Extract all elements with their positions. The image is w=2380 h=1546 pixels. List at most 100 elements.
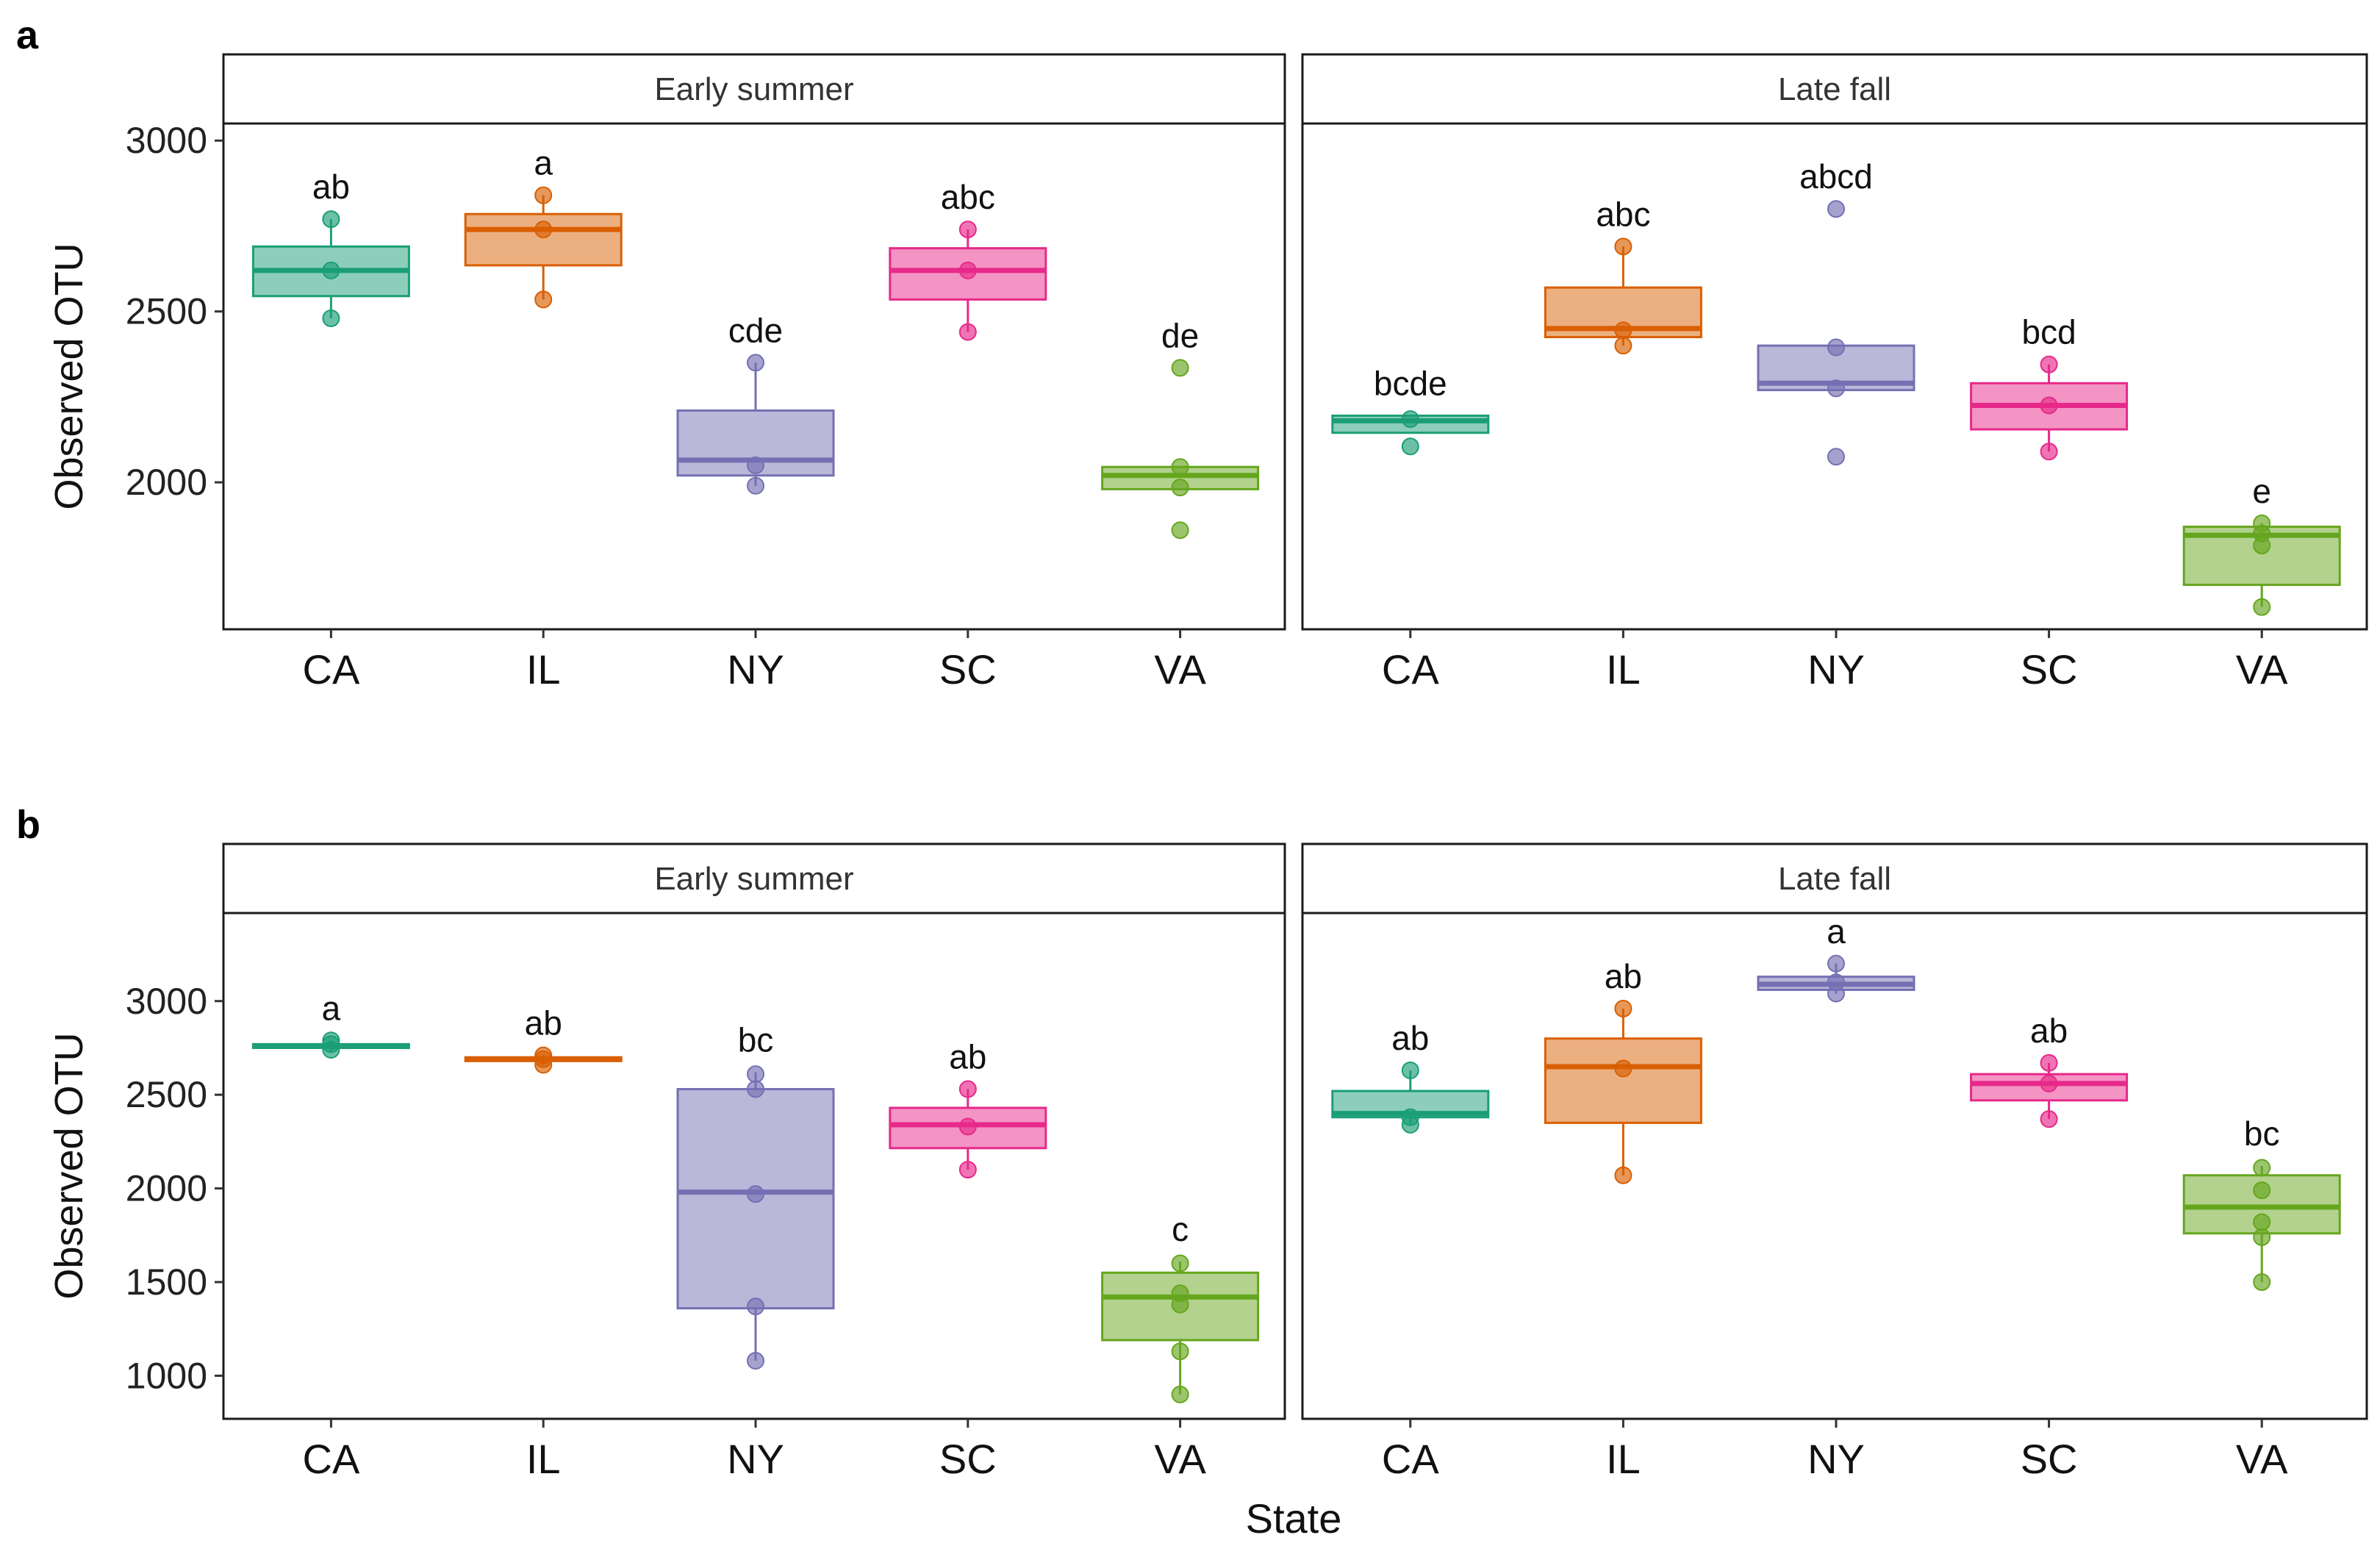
data-point <box>2040 443 2058 461</box>
data-point <box>1171 359 1189 377</box>
data-point <box>1614 237 1632 256</box>
facet-strip-title: Late fall <box>1778 71 1891 107</box>
data-point <box>1401 410 1419 429</box>
x-tick-label: VA <box>2236 646 2288 693</box>
box-group-il: IL ab <box>1544 957 1702 1482</box>
x-tick-label: CA <box>1382 646 1439 693</box>
significance-letters: ab <box>1605 957 1642 995</box>
x-tick-label: IL <box>526 646 561 693</box>
y-tick-label: 1000 <box>126 1355 207 1396</box>
data-point <box>1827 448 1845 466</box>
box-group-il: IL abc <box>1544 195 1702 693</box>
significance-letters: a <box>1827 912 1846 951</box>
box-group-sc: SC abc <box>889 178 1047 693</box>
facet-strip-title: Late fall <box>1778 861 1891 897</box>
box-group-va: VA bc <box>2182 1114 2341 1482</box>
data-point <box>1171 1284 1189 1303</box>
data-point <box>1614 321 1632 340</box>
box-group-il: IL a <box>464 144 623 693</box>
x-tick-label: NY <box>1807 1436 1865 1482</box>
box-group-va: VA c <box>1101 1210 1260 1482</box>
box-group-sc: SC ab <box>889 1038 1047 1482</box>
facet-strip-title: Early summer <box>654 71 853 107</box>
data-point <box>2253 1159 2271 1177</box>
facet-strip <box>222 53 1286 125</box>
significance-letters: cde <box>728 311 783 349</box>
x-tick-label: SC <box>2021 646 2078 693</box>
significance-letters: e <box>2252 472 2271 510</box>
facet-late-fall: Late fall CA ab IL ab NY a SC ab VA bc <box>1301 842 2368 1482</box>
x-tick-label: SC <box>939 1436 997 1482</box>
data-point <box>2040 1110 2058 1128</box>
box-group-ny: NY abcd <box>1757 157 1915 693</box>
facet-panel-border <box>222 912 1286 1420</box>
data-point <box>747 354 764 372</box>
data-point <box>2040 1053 2058 1072</box>
data-point <box>747 476 764 495</box>
box-group-ny: NY a <box>1757 912 1915 1482</box>
significance-letters: a <box>534 144 553 182</box>
box-group-ca: CA bcde <box>1331 364 1490 693</box>
data-point <box>747 1352 764 1370</box>
data-point <box>747 1298 764 1316</box>
y-tick-label: 2500 <box>126 291 207 332</box>
data-point <box>2253 1228 2271 1246</box>
data-point <box>747 456 764 474</box>
x-tick-label: CA <box>303 1436 360 1482</box>
data-point <box>1614 1059 1632 1078</box>
data-point <box>1614 999 1632 1017</box>
facet-early-summer: Early summer 1000 1500 2000 2500 3000 CA a IL ab N… <box>126 842 1286 1482</box>
data-point <box>958 261 977 279</box>
significance-letters: abcd <box>1799 157 1873 196</box>
x-tick-label: NY <box>1807 646 1865 693</box>
panel-letter: a <box>16 13 39 57</box>
data-point <box>2253 1181 2271 1200</box>
data-point <box>2253 1213 2271 1231</box>
significance-letters: bcd <box>2022 313 2076 351</box>
significance-letters: bcde <box>1374 364 1447 402</box>
y-tick-label: 2000 <box>126 462 207 503</box>
data-point <box>1171 521 1189 540</box>
significance-letters: abc <box>1596 195 1650 233</box>
data-point <box>2040 396 2058 415</box>
data-point <box>958 323 977 341</box>
x-tick-label: SC <box>939 646 997 693</box>
data-point <box>958 1117 977 1136</box>
box-iqr <box>1544 1037 1702 1124</box>
data-point <box>1171 1342 1189 1361</box>
data-point <box>958 221 977 239</box>
facet-panel-border <box>222 122 1286 631</box>
data-point <box>2253 598 2271 616</box>
significance-letters: abc <box>941 178 995 216</box>
x-tick-label: VA <box>1154 1436 1206 1482</box>
facet-late-fall: Late fall CA bcde IL abc NY abcd SC bcd VA e <box>1301 53 2368 693</box>
y-tick-label: 2500 <box>126 1074 207 1115</box>
data-point <box>534 186 553 204</box>
data-point <box>1171 458 1189 476</box>
x-tick-label: VA <box>2236 1436 2288 1482</box>
data-point <box>322 210 340 229</box>
box-group-ny: NY bc <box>676 1021 835 1482</box>
x-axis-title: State <box>1246 1495 1342 1542</box>
y-axis-title: Observed OTU <box>47 243 91 509</box>
data-point <box>1171 479 1189 497</box>
data-point <box>1827 338 1845 357</box>
data-point <box>958 1161 977 1179</box>
facet-strip-title: Early summer <box>654 861 853 897</box>
y-tick-label: 1500 <box>126 1262 207 1303</box>
significance-letters: ab <box>949 1038 986 1076</box>
data-point <box>1827 954 1845 973</box>
data-point <box>1614 1166 1632 1184</box>
y-tick-label: 3000 <box>126 120 207 161</box>
data-point <box>1401 1062 1419 1080</box>
significance-letters: ab <box>312 168 350 206</box>
significance-letters: bc <box>738 1021 774 1059</box>
significance-letters: a <box>322 989 341 1027</box>
box-group-va: VA e <box>2182 472 2341 693</box>
significance-letters: bc <box>2244 1114 2280 1153</box>
data-point <box>2040 1074 2058 1092</box>
facet-strip <box>222 842 1286 915</box>
facet-early-summer: Early summer 2000 2500 3000 CA ab IL a NY cde SC ab… <box>126 53 1286 693</box>
data-point <box>534 221 553 239</box>
data-point <box>534 1046 553 1064</box>
